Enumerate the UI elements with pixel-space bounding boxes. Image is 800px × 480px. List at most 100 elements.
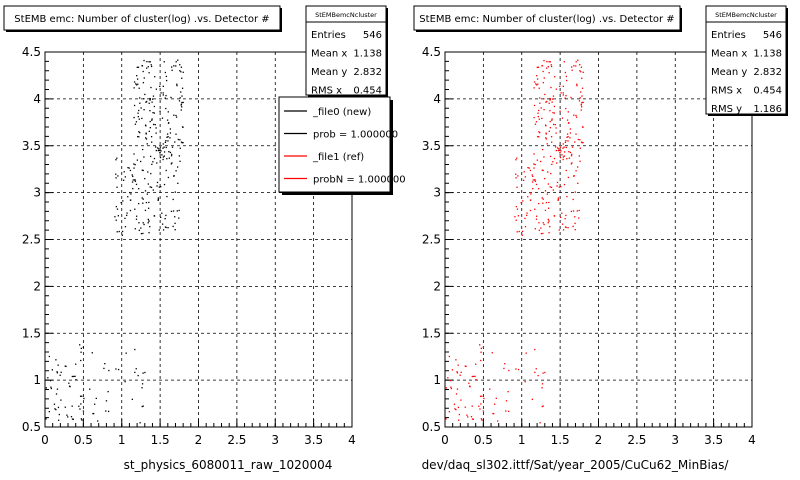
data-point [445,418,447,420]
data-point [150,64,152,66]
data-point [180,106,183,108]
data-point [447,377,449,379]
data-point [470,416,473,418]
data-point [464,406,466,408]
stats-row-label: RMS y [711,104,742,115]
data-point [533,153,535,155]
data-point [559,152,561,154]
data-point [539,102,541,104]
data-point [558,229,560,231]
stats-row-label: Mean x [311,49,347,60]
data-point [175,61,177,63]
data-point [538,109,540,112]
data-point [559,156,562,159]
data-point [479,408,481,410]
data-point [534,228,536,230]
data-point [177,182,179,184]
data-point [541,197,543,199]
data-point [538,202,540,205]
data-point [169,151,172,154]
data-point [141,65,143,67]
data-point [135,215,138,217]
data-point [518,230,520,233]
data-point [150,172,152,175]
data-point [149,186,151,188]
data-point [579,139,581,141]
data-point [164,71,167,74]
data-point [541,169,543,171]
data-point [135,183,138,186]
data-point [562,156,565,158]
data-point [557,149,559,152]
data-point [105,400,108,402]
data-point [156,185,158,187]
data-point [147,207,150,209]
data-point [566,133,569,135]
data-point [575,61,577,63]
stats-row-value: 546 [363,30,382,41]
data-point [537,66,540,68]
data-point [576,210,578,212]
data-point [174,216,176,218]
stats-row-label: RMS x [311,86,342,97]
data-point [55,393,58,395]
data-point [161,212,163,214]
data-point [144,209,147,212]
data-point [151,119,153,121]
data-point [132,179,134,181]
data-point [552,111,554,114]
data-point [161,117,164,119]
data-point [563,155,566,157]
data-point [546,100,548,103]
data-point [151,98,154,100]
data-point [575,116,578,118]
data-point [507,391,509,393]
data-point [549,120,551,123]
data-point [531,174,533,176]
chart-panel-1: 0 0.5 1 1.5 2 2.5 3 3.5 40.511.522.533.544.5st_p… [3,5,406,472]
data-point [524,381,526,383]
data-point [580,103,583,105]
data-point [173,174,175,177]
data-point [582,71,584,73]
data-point [532,179,534,181]
data-point [138,136,140,138]
data-point [533,81,536,83]
data-point [546,60,548,63]
data-point [132,175,134,178]
data-point [551,101,553,103]
data-point [547,207,550,209]
data-point [448,410,451,413]
data-point [538,222,540,224]
data-point [516,231,518,233]
data-point [148,130,150,132]
data-point [480,359,482,362]
data-point [58,419,60,421]
data-point [133,153,135,155]
data-point [567,226,569,229]
data-point [166,119,169,121]
data-point [515,173,517,175]
data-point [550,136,553,138]
data-point [145,137,147,139]
data-point [143,59,145,62]
data-point [54,408,56,410]
data-point [158,186,161,188]
data-point [129,191,131,194]
data-point [138,87,140,89]
x-axis-label: st_physics_6080011_raw_1020004 [124,458,333,472]
data-point [59,374,61,376]
title-box [413,5,681,31]
y-tick-label: 1 [433,373,441,387]
data-point [147,218,150,221]
data-point [540,160,542,163]
data-point [179,160,181,162]
data-point [579,160,581,162]
data-point [140,227,142,229]
data-point [47,377,49,379]
y-tick-label: 1.5 [422,326,441,340]
data-point [556,185,558,187]
data-point [550,186,553,189]
data-point [171,69,173,71]
